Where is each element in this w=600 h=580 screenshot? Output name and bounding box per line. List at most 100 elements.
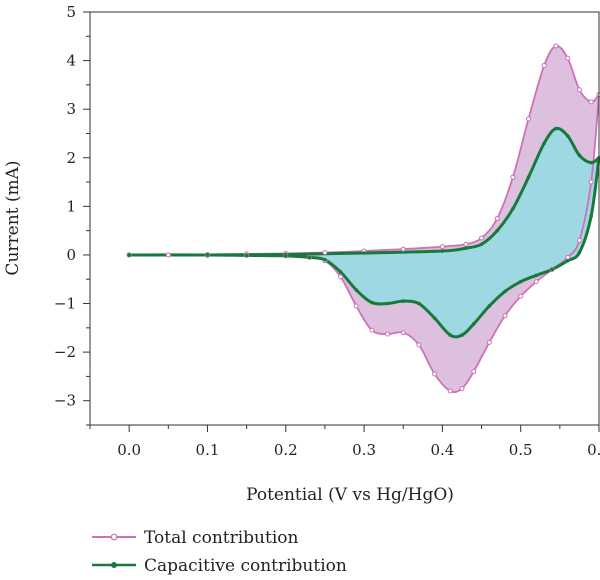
point-total-anodic-5 (322, 250, 328, 256)
chart-markers (126, 43, 600, 394)
point-total-anodic-8 (439, 244, 445, 250)
point-total-cathodic-15 (385, 331, 391, 337)
point-capacitive-anodic-10 (542, 141, 546, 145)
point-total-cathodic-24 (165, 252, 171, 258)
point-total-cathodic-1 (588, 179, 594, 185)
point-total-cathodic-10 (459, 386, 465, 392)
point-capacitive-anodic-11 (554, 126, 558, 131)
point-capacitive-cathodic-23 (205, 253, 210, 257)
chart-fills (129, 45, 599, 393)
point-capacitive-anodic-5 (464, 246, 468, 250)
point-capacitive-anodic-3 (362, 251, 366, 255)
point-capacitive-cathodic-10 (460, 333, 464, 337)
y-tick-label-0: 5 (66, 3, 76, 21)
y-axis-title: Current (mA) (3, 160, 23, 275)
y-axis-ticks: 5 4 3 2 1 0 −1 −2 −3 (54, 3, 90, 426)
legend-marker-total (110, 533, 118, 541)
x-tick-label-0: 0.0 (117, 441, 141, 459)
point-total-cathodic-3 (565, 254, 571, 260)
plot-frame (89, 11, 600, 426)
point-total-cathodic-9 (471, 369, 477, 375)
point-capacitive-anodic-7 (495, 228, 500, 233)
point-total-cathodic-5 (533, 279, 539, 285)
point-capacitive-anodic-6 (479, 242, 484, 247)
point-capacitive-cathodic-19 (323, 258, 327, 262)
point-capacitive-cathodic-9 (471, 322, 476, 326)
point-total-cathodic-7 (502, 313, 508, 319)
x-tick-label-1: 0.1 (196, 441, 220, 459)
point-total-anodic-9 (463, 241, 469, 247)
point-total-anodic-17 (576, 87, 582, 93)
x-axis-ticks: 0.0 0.1 0.2 0.3 0.4 0.5 0.6 (89, 425, 600, 459)
y-tick-label-5: 0 (66, 246, 76, 264)
point-capacitive-cathodic-3 (565, 258, 570, 263)
point-capacitive-cathodic-18 (338, 270, 343, 274)
x-tick-label-2: 0.2 (274, 441, 298, 459)
point-total-cathodic-13 (416, 342, 422, 348)
point-capacitive-cathodic-13 (417, 301, 421, 306)
point-capacitive-anodic-4 (440, 249, 445, 253)
y-tick-label-3: 2 (66, 149, 76, 167)
point-capacitive-cathodic-4 (550, 267, 554, 272)
point-capacitive-cathodic-8 (487, 304, 492, 308)
legend-label-capacitive: Capacitive contribution (144, 556, 347, 576)
line-capacitive-anodic (129, 126, 600, 257)
x-axis-title: Potential (V vs Hg/HgO) (246, 485, 454, 505)
point-total-anodic-18 (588, 99, 594, 105)
point-capacitive-cathodic-11 (448, 333, 453, 337)
point-total-anodic-16 (565, 55, 571, 61)
point-capacitive-cathodic-1 (589, 214, 593, 218)
legend-marker-capacitive (111, 562, 117, 568)
x-tick-label-4: 0.4 (430, 441, 454, 459)
legend-item-capacitive: Capacitive contribution (92, 556, 347, 576)
point-capacitive-cathodic-16 (370, 300, 374, 305)
point-total-anodic-13 (526, 116, 532, 122)
x-tick-label-6: 0.6 (587, 441, 600, 459)
point-total-anodic-15 (553, 43, 559, 49)
point-capacitive-anodic-12 (565, 134, 570, 138)
point-total-cathodic-6 (518, 293, 524, 299)
point-capacitive-cathodic-2 (577, 250, 582, 255)
x-tick-label-5: 0.5 (509, 441, 533, 459)
legend-label-total: Total contribution (144, 528, 298, 548)
legend-item-total: Total contribution (92, 528, 298, 548)
point-capacitive-anodic-14 (589, 160, 593, 165)
point-total-anodic-11 (494, 216, 500, 221)
point-total-cathodic-18 (338, 274, 344, 280)
fill-capacitive (129, 128, 599, 337)
point-total-cathodic-14 (400, 330, 406, 336)
point-capacitive-anodic-9 (526, 175, 531, 179)
point-total-cathodic-2 (576, 237, 582, 243)
point-capacitive-cathodic-17 (354, 288, 359, 292)
point-capacitive-anodic-13 (577, 153, 582, 158)
point-capacitive-cathodic-24 (127, 253, 131, 257)
legend: Total contribution Capacitive contributi… (92, 528, 347, 576)
point-total-cathodic-11 (447, 388, 453, 394)
y-tick-label-6: −1 (54, 295, 76, 313)
point-capacitive-cathodic-5 (534, 273, 539, 278)
point-capacitive-cathodic-21 (283, 254, 288, 258)
point-total-anodic-7 (400, 246, 406, 252)
point-total-cathodic-16 (369, 327, 375, 333)
point-capacitive-anodic-8 (511, 206, 515, 211)
y-tick-label-8: −3 (54, 392, 76, 410)
point-capacitive-cathodic-6 (518, 279, 523, 284)
point-capacitive-cathodic-20 (307, 255, 312, 260)
y-tick-label-7: −2 (54, 343, 76, 361)
point-capacitive-cathodic-12 (432, 316, 437, 320)
point-total-cathodic-8 (486, 339, 492, 345)
x-tick-label-3: 0.3 (352, 441, 376, 459)
point-total-anodic-10 (479, 235, 485, 241)
y-tick-label-2: 3 (66, 100, 76, 118)
point-total-cathodic-17 (353, 303, 359, 309)
point-capacitive-cathodic-22 (244, 253, 249, 258)
point-capacitive-cathodic-14 (401, 299, 406, 303)
y-tick-label-1: 4 (66, 52, 76, 70)
point-total-anodic-14 (541, 62, 547, 68)
point-total-anodic-12 (510, 174, 516, 180)
point-capacitive-cathodic-7 (503, 289, 507, 294)
y-tick-label-4: 1 (66, 197, 76, 215)
point-total-cathodic-12 (432, 371, 438, 377)
point-capacitive-cathodic-15 (385, 301, 390, 306)
